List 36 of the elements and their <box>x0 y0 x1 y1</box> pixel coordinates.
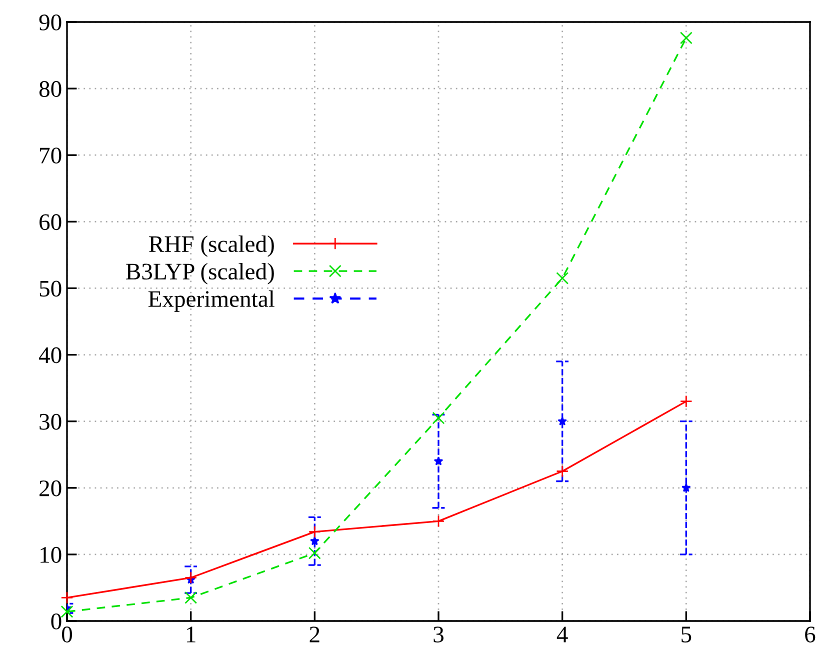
x-tick-label: 4 <box>556 626 568 642</box>
y-tick-label: 70 <box>40 148 62 164</box>
point <box>682 483 691 492</box>
x-tick-label: 6 <box>805 626 816 642</box>
point <box>60 591 74 604</box>
point <box>556 272 569 284</box>
point <box>184 571 198 584</box>
point <box>60 605 74 618</box>
point <box>680 32 692 44</box>
y-tick-label: 80 <box>39 81 62 97</box>
legend-label: Experimental <box>148 290 274 312</box>
y-tick-label: 20 <box>40 480 62 496</box>
point <box>432 514 445 528</box>
y-tick-label: 90 <box>39 14 62 30</box>
x-tick-label: 1 <box>187 626 196 642</box>
point <box>308 546 321 560</box>
point <box>432 412 445 424</box>
point <box>308 526 321 538</box>
point <box>310 536 320 546</box>
legend-label: RHF (scaled) <box>149 235 274 257</box>
point <box>184 591 198 604</box>
point <box>558 416 567 426</box>
legend-label: B3LYP (scaled) <box>126 262 274 284</box>
x-tick-label: 5 <box>682 626 692 642</box>
x-tick-label: 2 <box>310 626 320 642</box>
point <box>680 395 692 408</box>
point <box>434 456 444 466</box>
point <box>556 465 569 478</box>
y-tick-label: 60 <box>40 214 62 230</box>
y-tick-label: 30 <box>40 414 62 430</box>
y-tick-label: 10 <box>40 546 62 563</box>
y-tick-label: 50 <box>40 280 62 297</box>
x-tick-label: 0 <box>62 626 72 642</box>
y-tick-label: 40 <box>38 347 62 364</box>
y-tick-label: 0 <box>51 613 62 630</box>
x-tick-label: 3 <box>434 626 444 642</box>
